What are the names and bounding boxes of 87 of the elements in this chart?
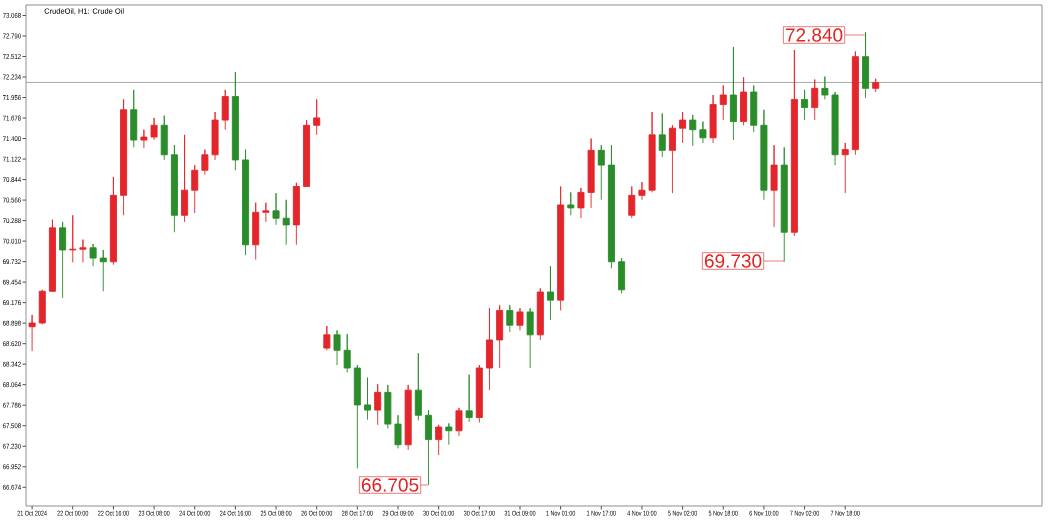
- candlestick: [170, 144, 178, 233]
- candlestick: [140, 129, 148, 149]
- candlestick: [526, 307, 534, 369]
- candlestick: [821, 76, 829, 100]
- candlestick: [801, 89, 809, 121]
- candlestick: [658, 113, 666, 158]
- candlestick: [404, 384, 412, 451]
- candlestick: [465, 374, 473, 423]
- candlestick: [851, 51, 859, 156]
- candlestick: [130, 89, 138, 148]
- candlestick: [48, 219, 56, 293]
- candlestick: [181, 134, 189, 223]
- candlestick: [150, 117, 158, 141]
- candlestick: [587, 138, 595, 209]
- candlestick: [648, 111, 656, 193]
- candlestick: [811, 79, 819, 121]
- candlestick: [750, 84, 758, 133]
- candlestick: [303, 119, 311, 187]
- candlestick: [435, 424, 443, 456]
- candlestick: [689, 114, 697, 147]
- candlestick: [211, 111, 219, 161]
- candlestick: [628, 186, 636, 219]
- candlestick: [455, 407, 463, 437]
- candlestick: [28, 314, 36, 352]
- candlestick: [353, 364, 361, 469]
- candlestick: [59, 221, 67, 299]
- candlestick: [252, 202, 260, 261]
- candlestick: [69, 214, 77, 263]
- candlestick: [760, 109, 768, 201]
- candlestick: [790, 49, 798, 237]
- candlestick: [384, 384, 392, 429]
- annotation: 72.840: [785, 28, 843, 42]
- candlestick: [99, 249, 107, 292]
- candlestick: [313, 98, 321, 136]
- candlestick: [191, 164, 199, 214]
- candlestick: [374, 383, 382, 426]
- candlestick: [242, 149, 250, 256]
- candlestick: [333, 329, 341, 366]
- candlestick: [841, 142, 849, 194]
- candlestick: [485, 307, 493, 391]
- candlestick: [201, 149, 209, 176]
- candlestick: [292, 182, 300, 246]
- candlestick: [475, 364, 483, 424]
- candlestick: [597, 144, 605, 201]
- candlestick: [414, 352, 422, 421]
- candlestick: [770, 144, 778, 228]
- candlestick: [709, 94, 717, 144]
- candlestick: [38, 289, 46, 325]
- candlestick: [262, 202, 270, 223]
- candlestick: [719, 84, 727, 121]
- candlestick: [394, 414, 402, 449]
- annotation: 66.705: [361, 478, 419, 492]
- candlestick: [862, 31, 870, 99]
- candlestick: [89, 243, 97, 267]
- candlestick: [221, 89, 229, 131]
- candlestick: [536, 287, 544, 341]
- candlestick: [364, 377, 372, 421]
- candlestick: [546, 265, 554, 321]
- candlestick: [506, 304, 514, 333]
- candlestick: [79, 239, 87, 263]
- candlestick: [425, 409, 432, 486]
- candlestick: [120, 98, 128, 216]
- candlestick: [160, 115, 168, 161]
- candlestick: [567, 191, 575, 216]
- candlestick: [231, 71, 239, 171]
- candlestick: [272, 192, 280, 226]
- candlestick: [872, 78, 880, 93]
- candlestick: [496, 304, 504, 369]
- candlestick: [282, 199, 290, 246]
- annotation: 69.730: [704, 254, 762, 268]
- candlestick: [343, 333, 351, 373]
- candlestick: [607, 144, 615, 269]
- candlestick: [740, 76, 748, 126]
- candlestick: [831, 91, 839, 166]
- candlestick: [445, 422, 453, 446]
- candlestick: [679, 111, 687, 144]
- candlestick: [109, 176, 117, 266]
- candlestick: [699, 121, 707, 144]
- candlestick: [557, 186, 565, 311]
- candlestick: [577, 187, 585, 219]
- candlestick: [668, 124, 676, 194]
- candlestick: [729, 46, 737, 141]
- candlestick: [516, 307, 524, 331]
- candlestick: [638, 181, 646, 201]
- candlestick: [323, 325, 331, 351]
- candlestick: [780, 146, 788, 263]
- candlestick: [618, 257, 626, 294]
